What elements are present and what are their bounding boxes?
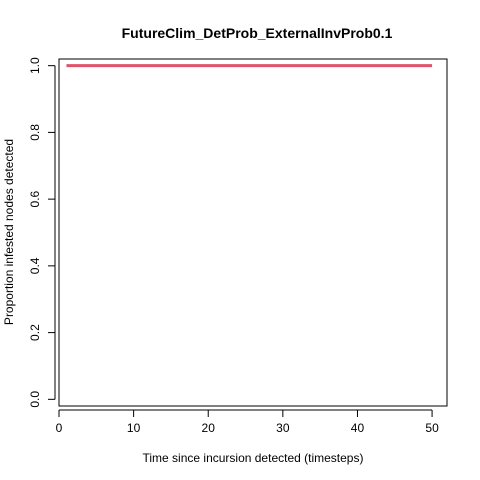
y-axis-label: Proportion infested nodes detected [2,139,16,325]
y-tick-label: 0.2 [28,324,42,341]
x-tick-label: 10 [127,421,141,435]
x-axis-label: Time since incursion detected (timesteps… [143,451,364,465]
y-axis: 0.0 0.2 0.4 0.6 0.8 1.0 [28,57,56,408]
y-tick-label: 0.0 [28,391,42,408]
y-tick-label: 0.8 [28,124,42,141]
x-axis: 0 10 20 30 40 50 [56,409,439,435]
plot-area-frame [58,58,448,407]
y-tick-label: 1.0 [28,57,42,74]
x-tick-label: 40 [351,421,365,435]
y-tick-label: 0.6 [28,190,42,207]
y-tick-label: 0.4 [28,257,42,274]
x-tick-label: 30 [276,421,290,435]
x-tick-label: 20 [202,421,216,435]
chart-title: FutureClim_DetProb_ExternalInvProb0.1 [122,25,393,41]
x-tick-label: 0 [56,421,63,435]
x-tick-label: 50 [425,421,439,435]
